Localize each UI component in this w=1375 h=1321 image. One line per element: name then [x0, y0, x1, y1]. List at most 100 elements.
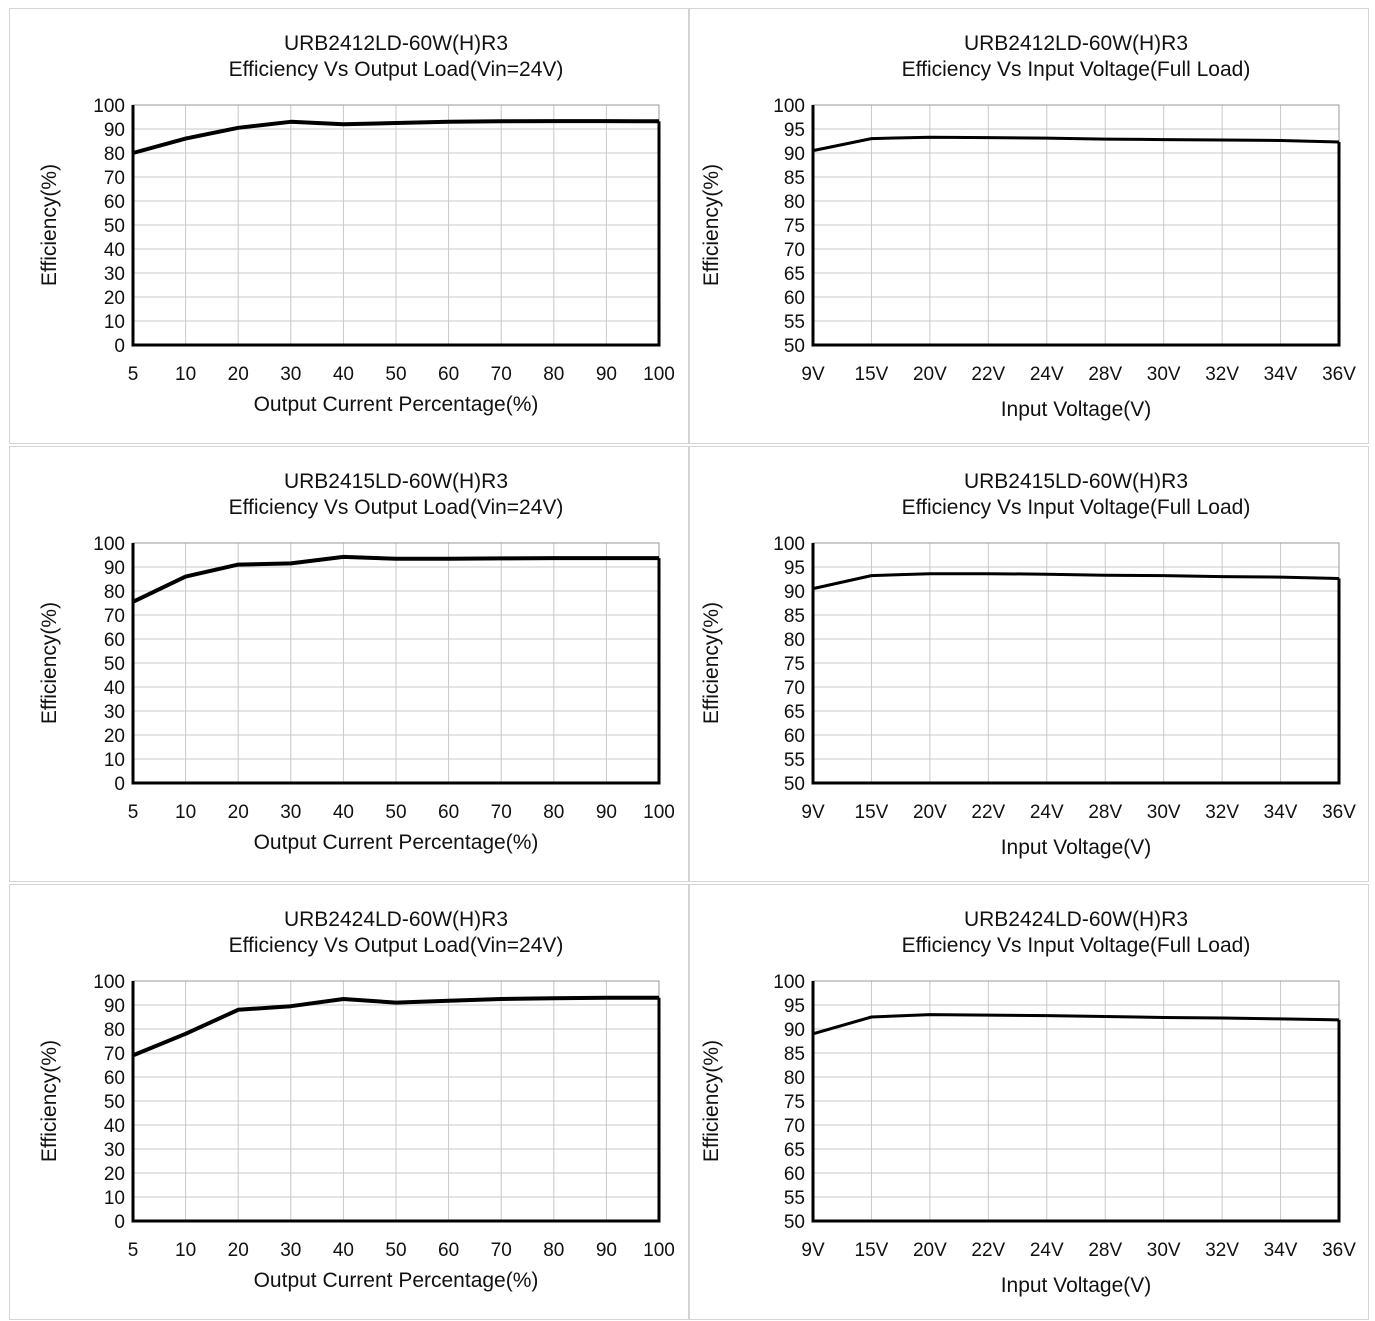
x-tick-label: 22V	[971, 1240, 1005, 1261]
y-tick-label: 100	[773, 972, 805, 993]
chart-panel: URB2412LD-60W(H)R3 Efficiency Vs Input Vo…	[689, 8, 1369, 444]
y-tick-label: 50	[784, 774, 805, 795]
x-tick-label: 36V	[1322, 1240, 1356, 1261]
x-tick-label: 80	[543, 802, 564, 823]
y-tick-label: 60	[104, 630, 125, 651]
y-tick-label: 70	[784, 240, 805, 261]
x-tick-label: 34V	[1264, 802, 1298, 823]
x-tick-label: 32V	[1205, 802, 1239, 823]
y-tick-label: 10	[104, 312, 125, 333]
y-tick-label: 20	[104, 1164, 125, 1185]
chart-subtitle: Efficiency Vs Output Load(Vin=24V)	[229, 58, 564, 81]
x-axis-label: Output Current Percentage(%)	[254, 393, 539, 416]
x-axis-label: Input Voltage(V)	[1001, 836, 1152, 859]
x-tick-label: 34V	[1264, 1240, 1298, 1261]
series-line	[812, 572, 1340, 591]
x-axis-label: Output Current Percentage(%)	[254, 1269, 539, 1292]
gridlines	[812, 542, 1340, 784]
y-tick-label: 100	[93, 972, 125, 993]
y-tick-label: 80	[104, 582, 125, 603]
axes	[131, 543, 661, 785]
chart-title: URB2424LD-60W(H)R3	[964, 908, 1188, 931]
y-tick-label: 20	[104, 288, 125, 309]
x-tick-label: 28V	[1088, 364, 1122, 385]
x-tick-label: 9V	[801, 802, 825, 823]
y-tick-label: 80	[104, 144, 125, 165]
y-tick-label: 100	[773, 534, 805, 555]
y-tick-label: 60	[784, 288, 805, 309]
x-tick-label: 30	[280, 1240, 301, 1261]
x-tick-label: 5	[128, 802, 139, 823]
x-tick-label: 20	[228, 1240, 249, 1261]
y-tick-label: 85	[784, 168, 805, 189]
x-tick-label: 80	[543, 1240, 564, 1261]
chart-title: URB2412LD-60W(H)R3	[284, 32, 508, 55]
x-tick-label: 80	[543, 364, 564, 385]
y-tick-label: 95	[784, 996, 805, 1017]
y-tick-label: 65	[784, 264, 805, 285]
x-tick-label: 40	[333, 1240, 354, 1261]
line-chart: URB2424LD-60W(H)R3 Efficiency Vs Output L…	[38, 908, 675, 1292]
y-tick-label: 0	[114, 336, 125, 357]
x-tick-label: 30	[280, 364, 301, 385]
y-tick-label: 65	[784, 1140, 805, 1161]
y-tick-label: 55	[784, 1188, 805, 1209]
x-tick-label: 24V	[1030, 1240, 1064, 1261]
y-tick-label: 80	[784, 192, 805, 213]
y-tick-label: 90	[104, 996, 125, 1017]
y-tick-label: 70	[104, 168, 125, 189]
x-tick-label: 100	[643, 364, 675, 385]
y-axis-label: Efficiency(%)	[38, 164, 61, 286]
x-tick-label: 20V	[913, 364, 947, 385]
x-tick-label: 20	[228, 364, 249, 385]
x-tick-label: 36V	[1322, 364, 1356, 385]
chart-title: URB2412LD-60W(H)R3	[964, 32, 1188, 55]
y-tick-label: 40	[104, 240, 125, 261]
series-line	[812, 1013, 1340, 1036]
x-tick-label: 32V	[1205, 1240, 1239, 1261]
y-tick-label: 10	[104, 1188, 125, 1209]
y-tick-label: 30	[104, 702, 125, 723]
x-tick-label: 100	[643, 1240, 675, 1261]
series-line	[132, 119, 660, 155]
x-tick-label: 70	[491, 1240, 512, 1261]
x-tick-label: 30V	[1147, 1240, 1181, 1261]
x-tick-label: 36V	[1322, 802, 1356, 823]
y-tick-label: 0	[114, 774, 125, 795]
y-tick-label: 10	[104, 750, 125, 771]
chart-subtitle: Efficiency Vs Output Load(Vin=24V)	[229, 496, 564, 519]
x-tick-label: 60	[438, 1240, 459, 1261]
x-tick-label: 15V	[855, 364, 889, 385]
y-tick-label: 85	[784, 1044, 805, 1065]
y-tick-label: 50	[104, 1092, 125, 1113]
x-axis-label: Output Current Percentage(%)	[254, 831, 539, 854]
x-tick-label: 10	[175, 802, 196, 823]
y-tick-label: 90	[784, 582, 805, 603]
chart-panel: URB2415LD-60W(H)R3 Efficiency Vs Output L…	[9, 446, 689, 882]
x-tick-label: 28V	[1088, 1240, 1122, 1261]
y-tick-label: 80	[784, 630, 805, 651]
x-tick-label: 90	[596, 802, 617, 823]
y-tick-label: 100	[773, 96, 805, 117]
y-tick-label: 50	[784, 336, 805, 357]
chart-grid: URB2412LD-60W(H)R3 Efficiency Vs Output L…	[9, 8, 1369, 1320]
x-tick-label: 50	[385, 802, 406, 823]
y-axis-label: Efficiency(%)	[38, 602, 61, 724]
y-tick-label: 85	[784, 606, 805, 627]
series-line	[132, 995, 659, 1058]
x-tick-label: 60	[438, 364, 459, 385]
chart-subtitle: Efficiency Vs Output Load(Vin=24V)	[229, 934, 564, 957]
x-tick-label: 5	[128, 364, 139, 385]
y-tick-label: 80	[104, 1020, 125, 1041]
y-tick-label: 90	[104, 120, 125, 141]
y-tick-label: 75	[784, 1092, 805, 1113]
x-tick-label: 30V	[1147, 364, 1181, 385]
y-tick-label: 30	[104, 264, 125, 285]
gridlines	[132, 980, 660, 1222]
x-axis-label: Input Voltage(V)	[1001, 1274, 1152, 1297]
chart-panel: URB2424LD-60W(H)R3 Efficiency Vs Input Vo…	[689, 884, 1369, 1320]
line-chart: URB2424LD-60W(H)R3 Efficiency Vs Input Vo…	[700, 908, 1356, 1297]
y-tick-label: 70	[784, 678, 805, 699]
axes	[811, 105, 1341, 347]
x-tick-label: 15V	[855, 802, 889, 823]
